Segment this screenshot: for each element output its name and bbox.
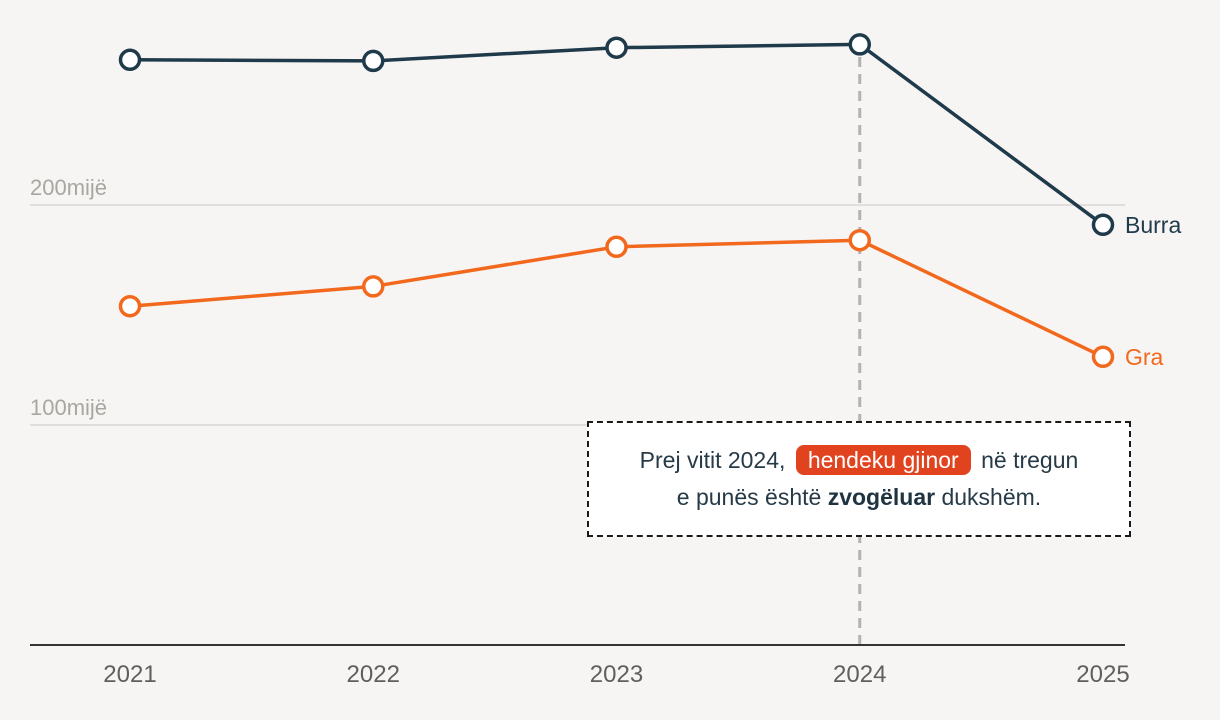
- annotation-highlight-pill: hendeku gjinor: [795, 445, 971, 476]
- annotation-line-2: e punës është zvogëluar dukshëm.: [677, 479, 1041, 516]
- data-point: [1091, 213, 1115, 237]
- data-point: [362, 275, 385, 298]
- data-point: [362, 49, 385, 73]
- annotation-bold-word: zvogëluar: [827, 484, 936, 510]
- data-point: [1091, 345, 1115, 369]
- data-point: [118, 294, 142, 318]
- annotation-text: dukshëm.: [941, 484, 1042, 510]
- x-tick-label: 2023: [590, 661, 643, 688]
- annotation-text: në tregun: [981, 447, 1079, 474]
- series-label: Burra: [1125, 212, 1181, 238]
- x-tick-label: 2025: [1076, 661, 1129, 688]
- annotation-callout: Prej vitit 2024, hendeku gjinor në tregu…: [587, 421, 1131, 537]
- series-label: Gra: [1125, 344, 1164, 370]
- annotation-text: Prej vitit 2024,: [639, 447, 786, 474]
- annotation-text: e punës është: [676, 484, 822, 510]
- x-tick-label: 2021: [103, 661, 156, 688]
- x-tick-label: 2024: [833, 661, 886, 688]
- x-axis: 2021 2022 2023 2024 2025: [30, 644, 1130, 688]
- data-point: [605, 36, 628, 59]
- data-point: [848, 33, 871, 56]
- series-lines: [118, 33, 1115, 369]
- series-labels: Burra Gra: [1125, 212, 1181, 370]
- data-point: [605, 235, 628, 259]
- annotation-line-1: Prej vitit 2024, hendeku gjinor në tregu…: [639, 442, 1079, 479]
- y-tick-label: 100mijë: [30, 395, 107, 420]
- y-tick-label: 200mijë: [30, 175, 107, 200]
- x-tick-label: 2022: [347, 661, 400, 688]
- data-point: [118, 48, 142, 72]
- series-line: [129, 42, 1105, 227]
- data-point: [848, 228, 871, 252]
